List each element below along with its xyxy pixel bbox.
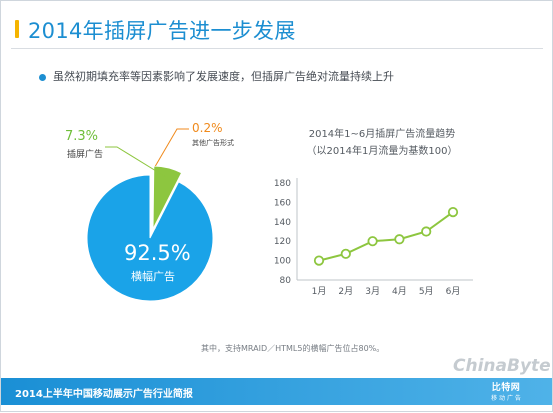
y-tick-label: 120 [274,237,291,247]
brand-logo: 比特网 移 动 广 告 [480,380,532,403]
logo-line1: 比特网 [491,383,521,393]
pie-slice-banner [86,174,214,302]
line-series [318,211,454,262]
line-point [394,234,405,245]
y-tick-label: 160 [274,198,291,208]
line-point [340,248,351,259]
slide-title: 2014年插屏广告进一步发展 [28,19,296,43]
x-tick-label: 5月 [419,286,434,297]
pie-pct-main: 92.5% [124,241,191,265]
leader-line-other [154,128,189,167]
y-tick-label: 180 [274,179,291,189]
pie-name-interstitial: 插屏广告 [67,150,104,160]
leader-line-banner [105,146,167,178]
title-divider [11,48,543,49]
pie-pct-interstitial: 7.3% [65,129,99,144]
y-tick-label: 100 [274,257,291,267]
x-tick-label: 1月 [312,286,327,297]
pie-slice-interstitial [152,165,183,230]
line-chart-subtitle: （以2014年1月流量为基数100） [306,146,458,157]
x-tick-label: 6月 [446,286,461,297]
line-point [313,255,325,266]
y-tick-label: 140 [274,218,291,228]
line-point [447,207,459,218]
line-chart-title: 2014年1~6月插屏广告流量趋势 [308,129,456,140]
footnote: 其中，支持MRAID／HTML5的横幅广告位占80%。 [201,344,385,353]
y-tick-label: 80 [280,276,292,286]
title-accent-bar [15,20,19,38]
pie-pct-other: 0.2% [192,121,223,135]
pie-name-main: 横幅广告 [131,270,175,283]
footer-bar: 2014上半年中国移动展示广告行业简报 比特网 移 动 广 告 [1,378,552,405]
bullet-dot-icon [39,74,46,81]
logo-line2: 移 动 广 告 [491,395,521,402]
line-point [367,236,378,247]
watermark: ChinaByte [453,356,551,376]
x-tick-label: 2月 [338,286,353,297]
line-point [421,226,432,237]
pie-name-other: 其他广告形式 [192,139,234,147]
x-tick-label: 4月 [392,286,407,297]
footer-text: 2014上半年中国移动展示广告行业简报 [15,389,193,400]
bullet-text: 虽然初期填充率等因素影响了发展速度，但插屏广告绝对流量持续上升 [53,70,394,83]
x-tick-label: 3月 [365,286,380,297]
